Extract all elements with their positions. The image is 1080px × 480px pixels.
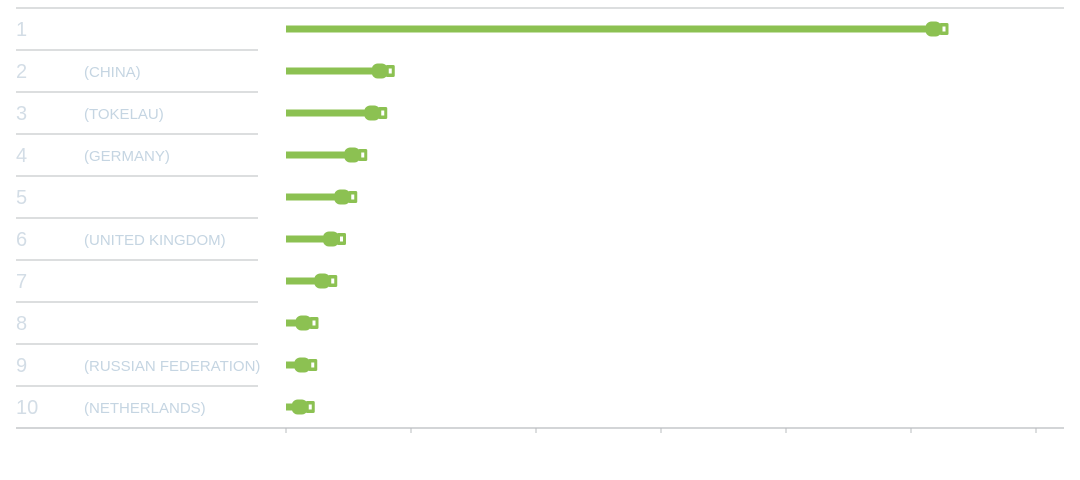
rank-label: 6: [16, 229, 27, 251]
chart-row: 2 (CHINA): [16, 61, 395, 83]
rank-label: 5: [16, 187, 27, 209]
row-separators: [16, 7, 1064, 387]
bar: [286, 105, 388, 121]
rank-label: 8: [16, 313, 27, 335]
country-label: (TOKELAU): [84, 106, 164, 123]
bar: [286, 189, 358, 205]
rank-label: 7: [16, 271, 27, 293]
chart-row: 1: [16, 19, 949, 41]
bar: [286, 399, 315, 415]
country-label: (UNITED KINGDOM): [84, 232, 226, 249]
rank-label: 3: [16, 103, 27, 125]
chart-row: 4 (GERMANY): [16, 145, 368, 167]
chart-row: 9 (RUSSIAN FEDERATION): [16, 355, 318, 377]
rank-label: 10: [16, 397, 38, 419]
bar: [286, 63, 395, 79]
country-label: (GERMANY): [84, 148, 170, 165]
country-label: (NETHERLANDS): [84, 400, 206, 417]
chart-row: 3 (TOKELAU): [16, 103, 388, 125]
country-label: (CHINA): [84, 64, 141, 81]
rows: 1 2 (CHINA) 3 (TOKELAU) 4 (GERMANY) 5 6 (UNITED K…: [16, 19, 949, 419]
bar: [286, 357, 318, 373]
chart-row: 10 (NETHERLANDS): [16, 397, 315, 419]
chart-row: 6 (UNITED KINGDOM): [16, 229, 346, 251]
bar: [286, 231, 346, 247]
x-axis: [16, 427, 1064, 433]
rank-label: 9: [16, 355, 27, 377]
chart-row: 8: [16, 313, 319, 335]
country-label: (RUSSIAN FEDERATION): [84, 358, 260, 375]
rank-label: 4: [16, 145, 27, 167]
rank-label: 1: [16, 19, 27, 41]
bar: [286, 147, 368, 163]
bar: [286, 21, 949, 37]
chart-row: 7: [16, 271, 338, 293]
chart-row: 5: [16, 187, 358, 209]
bar: [286, 273, 338, 289]
rank-label: 2: [16, 61, 27, 83]
bar: [286, 315, 319, 331]
